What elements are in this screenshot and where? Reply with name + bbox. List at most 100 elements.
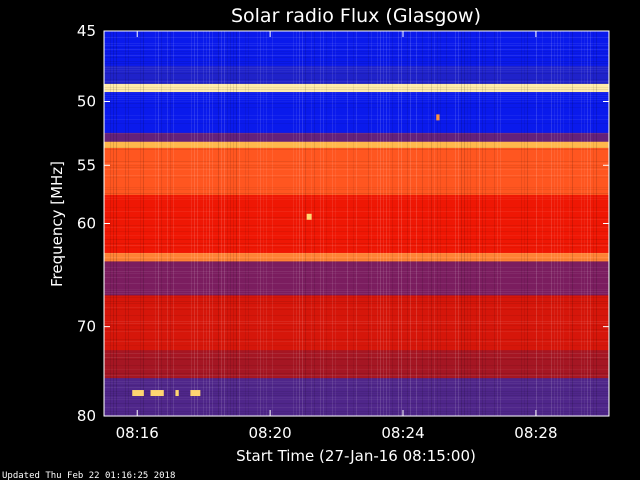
channel-stripe — [104, 43, 609, 44]
channel-stripe — [104, 323, 609, 324]
channel-stripe — [104, 303, 609, 304]
time-streak — [155, 31, 156, 416]
x-tick-label-1: 08:20 — [249, 424, 292, 442]
channel-stripe — [104, 103, 609, 104]
channel-stripe — [104, 295, 609, 296]
time-streak — [347, 31, 348, 416]
time-streak — [293, 31, 294, 416]
frequency-band-12 — [104, 378, 609, 417]
channel-stripe — [104, 89, 609, 90]
time-streak — [266, 31, 267, 416]
channel-stripe — [104, 199, 609, 200]
channel-stripe — [104, 45, 609, 46]
time-streak — [500, 31, 501, 416]
time-streak — [392, 31, 393, 416]
time-streak — [428, 31, 429, 416]
channel-stripe — [104, 257, 609, 258]
time-streak — [227, 31, 228, 416]
channel-stripe — [104, 315, 609, 316]
channel-stripe — [104, 123, 609, 124]
time-streak — [128, 31, 129, 416]
time-streak — [470, 31, 471, 416]
channel-stripe — [104, 243, 609, 244]
channel-stripe — [104, 69, 609, 70]
frequency-band-6 — [104, 148, 609, 196]
channel-stripe — [104, 217, 609, 218]
channel-stripe — [104, 169, 609, 170]
channel-stripe — [104, 83, 609, 84]
axis-ticks: 08:16 08:20 08:24 08:28 45 50 55 60 70 80 — [77, 22, 609, 442]
channel-stripe — [104, 309, 609, 310]
channel-stripe — [104, 293, 609, 294]
channel-stripe — [104, 55, 609, 56]
frequency-band-1 — [104, 65, 609, 85]
time-streak — [476, 31, 477, 416]
time-streak — [314, 31, 315, 416]
time-streak — [536, 31, 537, 416]
channel-stripe — [104, 289, 609, 290]
channel-stripe — [104, 51, 609, 52]
frequency-band-4 — [104, 132, 609, 143]
time-streak — [581, 31, 582, 416]
time-streak — [587, 31, 588, 416]
time-streak — [116, 31, 117, 416]
time-streak — [467, 31, 468, 416]
time-streak — [380, 31, 381, 416]
time-streak — [257, 31, 258, 416]
channel-stripe — [104, 245, 609, 246]
channel-stripes — [104, 37, 609, 416]
time-streak — [203, 31, 204, 416]
time-streak — [563, 31, 564, 416]
time-streak — [230, 31, 231, 416]
bright-feature-2 — [175, 390, 179, 397]
channel-stripe — [104, 219, 609, 220]
channel-stripe — [104, 301, 609, 302]
time-streak — [554, 31, 555, 416]
channel-stripe — [104, 373, 609, 374]
time-streak — [446, 31, 447, 416]
channel-stripe — [104, 175, 609, 176]
channel-stripe — [104, 119, 609, 120]
channel-stripe — [104, 239, 609, 240]
channel-stripe — [104, 101, 609, 102]
channel-stripe — [104, 95, 609, 96]
channel-stripe — [104, 297, 609, 298]
channel-stripe — [104, 397, 609, 398]
channel-stripe — [104, 235, 609, 236]
time-streak — [383, 31, 384, 416]
time-streak — [353, 31, 354, 416]
channel-stripe — [104, 331, 609, 332]
frequency-band-5 — [104, 141, 609, 149]
updated-timestamp: Updated Thu Feb 22 01:16:25 2018 — [2, 471, 175, 480]
time-streak — [464, 31, 465, 416]
channel-stripe — [104, 407, 609, 408]
time-streak — [206, 31, 207, 416]
time-streak — [305, 31, 306, 416]
frequency-band-11 — [104, 350, 609, 379]
frequency-band-8 — [104, 252, 609, 263]
channel-stripe — [104, 147, 609, 148]
channel-stripe — [104, 391, 609, 392]
time-streak — [431, 31, 432, 416]
channel-stripe — [104, 231, 609, 232]
time-streak — [422, 31, 423, 416]
time-streak — [482, 31, 483, 416]
time-streak — [167, 31, 168, 416]
time-streak — [233, 31, 234, 416]
time-streak — [455, 31, 456, 416]
time-streak — [389, 31, 390, 416]
time-streak — [272, 31, 273, 416]
time-streak — [494, 31, 495, 416]
channel-stripe — [104, 283, 609, 284]
bright-feature-0 — [132, 390, 144, 397]
channel-stripe — [104, 97, 609, 98]
time-streak — [410, 31, 411, 416]
channel-stripe — [104, 277, 609, 278]
time-streak — [212, 31, 213, 416]
time-streak — [197, 31, 198, 416]
channel-stripe — [104, 53, 609, 54]
time-streak — [224, 31, 225, 416]
time-streak — [596, 31, 597, 416]
channel-stripe — [104, 167, 609, 168]
